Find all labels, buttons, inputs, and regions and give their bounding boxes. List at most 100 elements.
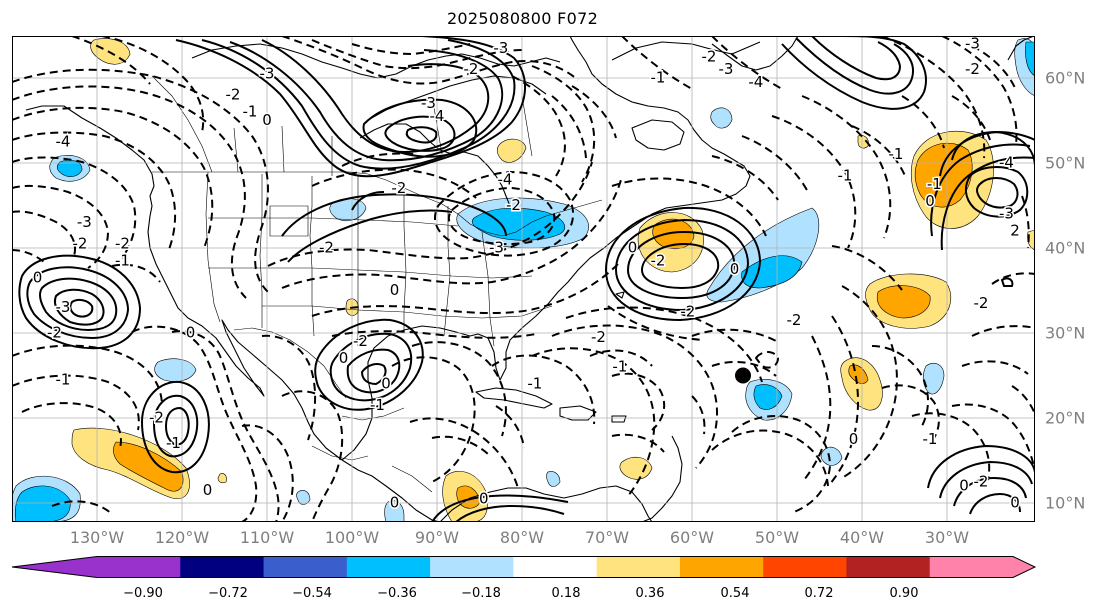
contour-label: 0 (339, 349, 349, 367)
gridlines (12, 36, 1035, 522)
contour-label: 0 (628, 239, 638, 257)
longitude-label: 70°W (584, 528, 630, 547)
colorbar-tick-label: −0.36 (377, 586, 417, 601)
contour-label: -4 (748, 73, 763, 91)
colorbar-tick-label: −0.18 (461, 586, 501, 601)
contour-label: 0 (186, 324, 196, 342)
colorbar-segment (97, 556, 181, 578)
weather-map: -3-2-4-3-2-1 0-3-4-3-2 -2-1-3-200-1-2-10-2… (12, 36, 1035, 522)
contour-label: 0 (381, 375, 391, 393)
contour-label: -1 (889, 145, 904, 163)
contour-label: -2 (506, 196, 521, 214)
negative-contours (12, 36, 1035, 522)
contour-label: -2 (680, 302, 695, 320)
longitude-label: 60°W (669, 528, 715, 547)
colorbar-tick-label: 0.72 (804, 586, 834, 601)
colorbar-tick-label: 0.36 (635, 586, 665, 601)
contour-label: -3 (260, 64, 275, 82)
contour-label: -4 (498, 171, 513, 189)
shaded-anomalies (12, 38, 1035, 522)
contour-label: -2 (974, 472, 989, 490)
contour-label: -2 (591, 328, 606, 346)
contour-label: -4 (999, 154, 1014, 172)
latitude-label: 30°N (1045, 323, 1086, 343)
contour-label: -3 (56, 298, 71, 316)
contour-label: -2 (974, 294, 989, 312)
colorbar-segment (263, 556, 348, 578)
longitude-label: 50°W (754, 528, 800, 547)
contour-label: -2 (353, 332, 368, 350)
colorbar-segment (846, 556, 931, 578)
contour-label: -3 (489, 239, 504, 257)
contour-label: -3 (421, 94, 436, 112)
contour-label: -2 (391, 179, 406, 197)
contour-label: 0 (730, 260, 740, 278)
contour-label: -3 (493, 39, 508, 57)
contour-label: -2 (787, 311, 802, 329)
colorbar-segment (929, 556, 1014, 578)
colorbar-tick-label: −0.72 (208, 586, 248, 601)
contour-label: -2 (47, 324, 62, 342)
latitude-label: 10°N (1045, 493, 1086, 513)
contour-label: 0 (925, 192, 935, 210)
contour-label: -3 (999, 205, 1014, 223)
longitude-label: 120°W (154, 528, 210, 547)
positive-contours (18, 36, 1035, 522)
contour-label: 0 (203, 481, 213, 499)
colorbar-tick-label: 0.90 (889, 586, 919, 601)
colorbar-segment (346, 556, 431, 578)
contour-label: -1 (56, 370, 71, 388)
contour-labels: -3-2-4-3-2-1 0-3-4-3-2 -2-1-3-200-1-2-10-2… (31, 36, 1021, 513)
contour-label: -1 (370, 396, 385, 414)
contour-label: 0 (959, 477, 969, 495)
contour-label: 0 (390, 281, 400, 299)
colorbar-segment (596, 556, 681, 578)
latitude-label: 60°N (1045, 68, 1086, 88)
contour-label: -3 (965, 36, 980, 53)
longitude-label: 80°W (499, 528, 545, 547)
contour-label: 0 (479, 489, 489, 507)
contour-label: -2 (651, 251, 666, 269)
contour-label: -1 (115, 251, 130, 269)
latitude-label: 40°N (1045, 238, 1086, 258)
map-frame (12, 36, 1035, 522)
latitude-label: 50°N (1045, 153, 1086, 173)
contour-label: -2 (464, 60, 479, 78)
contour-label: 2 (1010, 222, 1020, 240)
colorbar-segment (679, 556, 764, 578)
contour-label: -3 (719, 60, 734, 78)
contour-label: 0 (390, 494, 400, 512)
longitude-label: 130°W (69, 528, 125, 547)
contour-label: -2 (115, 234, 130, 252)
colorbar-tick-label: 0.54 (720, 586, 750, 601)
contour-label: -3 (77, 213, 92, 231)
latitude-label: 20°N (1045, 408, 1086, 428)
colorbar-tick-label: −0.54 (292, 586, 332, 601)
colorbar-tick-label: −0.90 (123, 586, 163, 601)
colorbar-segment (180, 556, 265, 578)
contour-label: 0 (1010, 494, 1020, 512)
longitude-label: 40°W (839, 528, 885, 547)
contour-label: -1 (927, 175, 942, 193)
contour-label: -2 (702, 47, 717, 65)
longitude-label: 90°W (414, 528, 460, 547)
longitude-label: 110°W (239, 528, 295, 547)
contour-label: -2 (319, 239, 334, 257)
colorbar-extend-high (1013, 556, 1035, 578)
contour-label: 0 (33, 268, 43, 286)
colorbar-tick-label: 0.18 (551, 586, 581, 601)
contour-label: -2 (149, 409, 164, 427)
colorbar-segment (513, 556, 598, 578)
contour-label: -1 (923, 430, 938, 448)
map-title: 2025080800 F072 (446, 9, 599, 28)
contour-label: 0 (849, 430, 859, 448)
storm-position-marker (735, 367, 751, 384)
contour-label: 0 (262, 111, 272, 129)
contour-label: -1 (651, 69, 666, 87)
colorbar (11, 556, 1037, 578)
contour-label: -1 (838, 166, 853, 184)
contour-label: -2 (73, 234, 88, 252)
longitude-label: 30°W (924, 528, 970, 547)
contour-label: -2 (965, 60, 980, 78)
contour-label: -1 (243, 103, 258, 121)
